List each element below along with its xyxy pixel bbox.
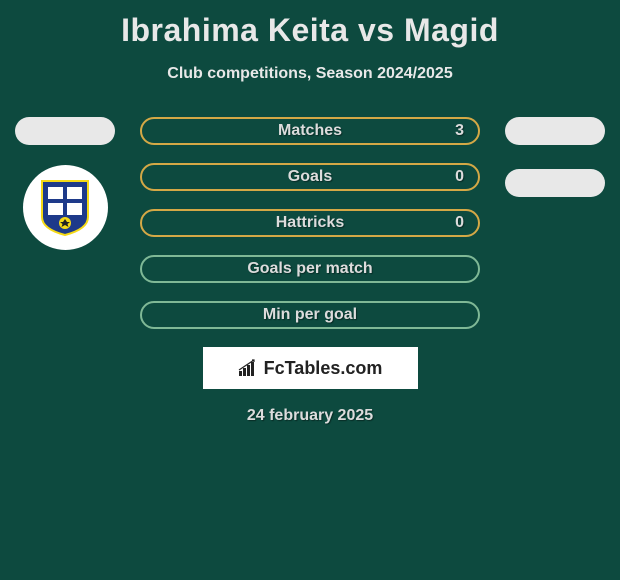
stat-label: Goals [288,168,332,186]
stat-label: Min per goal [263,306,357,324]
stat-row-hattricks: Hattricks 0 [140,209,480,237]
stat-value-right: 0 [455,168,464,186]
stat-value-right: 3 [455,122,464,140]
date-text: 24 february 2025 [0,407,620,425]
bar-chart-icon [238,359,260,377]
left-club-badge [23,165,108,250]
stat-row-matches: Matches 3 [140,117,480,145]
shield-icon [40,179,90,237]
stat-row-goals: Goals 0 [140,163,480,191]
right-club-badge-slot [505,169,605,197]
stat-value-right: 0 [455,214,464,232]
stat-label: Matches [278,122,342,140]
stat-row-goals-per-match: Goals per match [140,255,480,283]
stat-label: Goals per match [247,260,372,278]
stat-row-min-per-goal: Min per goal [140,301,480,329]
left-player-photo-slot [15,117,115,145]
page-title: Ibrahima Keita vs Magid [0,0,620,49]
stat-label: Hattricks [276,214,344,232]
watermark: FcTables.com [203,347,418,389]
watermark-text: FcTables.com [264,358,383,379]
left-player-column [10,117,120,250]
stats-area: Matches 3 Goals 0 Hattricks 0 Goals per … [0,117,620,425]
infographic-container: Ibrahima Keita vs Magid Club competition… [0,0,620,580]
stat-rows: Matches 3 Goals 0 Hattricks 0 Goals per … [140,117,480,329]
page-subtitle: Club competitions, Season 2024/2025 [0,65,620,83]
right-player-column [500,117,610,217]
right-player-photo-slot [505,117,605,145]
